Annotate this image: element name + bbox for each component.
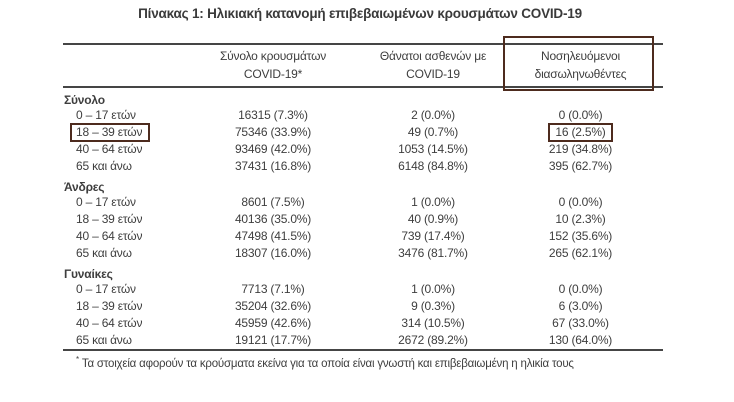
section-header-women: Γυναίκες (63, 262, 663, 281)
intubated-18-39-highlight-box: 16 (2.5%) (548, 123, 613, 142)
table-footnote: * Τα στοιχεία αφορούν τα κρούσματα εκείνα… (63, 351, 663, 370)
cases-value: 7713 (7.1%) (241, 282, 305, 296)
age-18-39-highlight-box: 18 – 39 ετών (70, 123, 151, 142)
section-title-women: Γυναίκες (64, 266, 113, 281)
table-title: Πίνακας 1: Ηλικιακή κατανομή επιβεβαιωμέ… (138, 6, 582, 21)
row-label: 65 και άνω (76, 246, 132, 260)
deaths-value: 1 (0.0%) (411, 195, 455, 209)
deaths-value: 2 (0.0%) (411, 108, 455, 122)
intubated-value: 152 (35.6%) (548, 229, 613, 243)
cases-value: 47498 (41.5%) (234, 229, 312, 243)
intubated-value: 0 (0.0%) (558, 108, 603, 122)
cases-value: 93469 (42.0%) (234, 142, 312, 156)
intubated-value: 0 (0.0%) (558, 282, 603, 296)
row-label: 65 και άνω (76, 333, 132, 347)
intubated-value: 265 (62.1%) (548, 246, 613, 260)
table-row: 65 και άνω 37431 (16.8%) 6148 (84.8%) 39… (63, 158, 663, 175)
intubated-value: 10 (2.3%) (555, 212, 606, 226)
intubated-value: 395 (62.7%) (548, 159, 613, 173)
header-total-cases-line1: Σύνολο κρουσμάτων (219, 49, 327, 64)
intubated-value: 6 (3.0%) (558, 299, 603, 313)
section-header-total: Σύνολο (63, 87, 663, 107)
cases-value: 16315 (7.3%) (238, 108, 308, 122)
covid-table-container: Σύνολο κρουσμάτων COVID-19* Θάνατοι ασθε… (63, 36, 663, 370)
row-label: 0 – 17 ετών (76, 108, 136, 122)
cases-value: 37431 (16.8%) (234, 159, 312, 173)
header-deaths-line1: Θάνατοι ασθενών με (379, 49, 487, 64)
header-row: Σύνολο κρουσμάτων COVID-19* Θάνατοι ασθε… (63, 44, 663, 88)
table-row: 40 – 64 ετών 45959 (42.6%) 314 (10.5%) 6… (63, 315, 663, 332)
header-deaths-line2: COVID-19 (406, 66, 460, 81)
section-title-men: Άνδρες (64, 179, 105, 194)
table-row: 40 – 64 ετών 93469 (42.0%) 1053 (14.5%) … (63, 141, 663, 158)
intubated-value: 67 (33.0%) (552, 316, 609, 330)
row-label: 18 – 39 ετών (76, 212, 143, 226)
intubated-value-highlighted: 16 (2.5%) (498, 123, 663, 142)
header-intubated-line1: Νοσηλευόμενοι (540, 49, 620, 64)
table-row: 0 – 17 ετών 16315 (7.3%) 2 (0.0%) 0 (0.0… (63, 107, 663, 124)
table-row: 65 και άνω 19121 (17.7%) 2672 (89.2%) 13… (63, 332, 663, 350)
cases-value: 18307 (16.0%) (234, 246, 312, 260)
deaths-value: 9 (0.3%) (411, 299, 455, 313)
row-label: 65 και άνω (76, 159, 132, 173)
table-row: 0 – 17 ετών 7713 (7.1%) 1 (0.0%) 0 (0.0%… (63, 281, 663, 298)
deaths-value: 3476 (81.7%) (398, 246, 468, 260)
header-total-cases-line2: COVID-19* (243, 66, 303, 81)
cases-value: 19121 (17.7%) (234, 333, 312, 347)
cases-value: 8601 (7.5%) (241, 195, 305, 209)
header-deaths: Θάνατοι ασθενών με COVID-19 (368, 44, 498, 88)
footnote-text: Τα στοιχεία αφορούν τα κρούσματα εκείνα … (81, 357, 574, 370)
cases-value: 40136 (35.0%) (234, 212, 312, 226)
row-label: 0 – 17 ετών (76, 195, 136, 209)
cases-value: 45959 (42.6%) (234, 316, 312, 330)
footnote-asterisk: * (76, 355, 79, 364)
row-label-highlighted: 18 – 39 ετών (63, 123, 178, 142)
row-label: 40 – 64 ετών (76, 142, 143, 156)
row-label: 18 – 39 ετών (76, 299, 143, 313)
deaths-value: 6148 (84.8%) (398, 159, 468, 173)
table-row: 18 – 39 ετών 40136 (35.0%) 40 (0.9%) 10 … (63, 211, 663, 228)
header-intubated: Νοσηλευόμενοι διασωληνωθέντες (498, 44, 663, 88)
table-row: 65 και άνω 18307 (16.0%) 3476 (81.7%) 26… (63, 245, 663, 262)
covid-age-distribution-table: Σύνολο κρουσμάτων COVID-19* Θάνατοι ασθε… (63, 43, 663, 351)
deaths-value: 40 (0.9%) (407, 212, 459, 226)
header-total-cases: Σύνολο κρουσμάτων COVID-19* (178, 44, 368, 88)
deaths-value: 314 (10.5%) (401, 316, 465, 330)
deaths-value: 1053 (14.5%) (398, 142, 468, 156)
table-row: 40 – 64 ετών 47498 (41.5%) 739 (17.4%) 1… (63, 228, 663, 245)
intubated-value: 130 (64.0%) (548, 333, 613, 347)
row-label: 40 – 64 ετών (76, 316, 143, 330)
deaths-value: 739 (17.4%) (401, 229, 465, 243)
cases-value: 35204 (32.6%) (234, 299, 312, 313)
table-row: 18 – 39 ετών 35204 (32.6%) 9 (0.3%) 6 (3… (63, 298, 663, 315)
header-empty-cell (63, 44, 178, 88)
document-page: Πίνακας 1: Ηλικιακή κατανομή επιβεβαιωμέ… (0, 6, 734, 402)
row-label: 40 – 64 ετών (76, 229, 143, 243)
deaths-value: 49 (0.7%) (407, 125, 459, 139)
header-intubated-line2: διασωληνωθέντες (534, 66, 627, 81)
table-row: 0 – 17 ετών 8601 (7.5%) 1 (0.0%) 0 (0.0%… (63, 194, 663, 211)
intubated-value: 0 (0.0%) (558, 195, 603, 209)
deaths-value: 2672 (89.2%) (398, 333, 468, 347)
deaths-value: 1 (0.0%) (411, 282, 455, 296)
table-header: Σύνολο κρουσμάτων COVID-19* Θάνατοι ασθε… (63, 44, 663, 88)
cases-value: 75346 (33.9%) (234, 125, 312, 139)
section-title-total: Σύνολο (64, 92, 105, 107)
row-label: 0 – 17 ετών (76, 282, 136, 296)
intubated-value: 219 (34.8%) (548, 142, 613, 156)
section-header-men: Άνδρες (63, 175, 663, 194)
table-row-highlighted: 18 – 39 ετών 75346 (33.9%) 49 (0.7%) 16 … (63, 123, 663, 142)
